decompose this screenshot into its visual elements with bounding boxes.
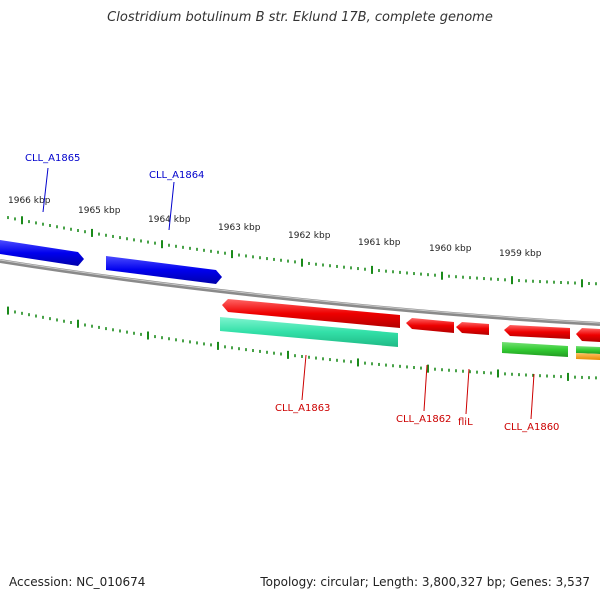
genome-backbone — [0, 259, 600, 326]
gene-label-fliL[interactable]: fliL — [458, 417, 473, 428]
gene-CLL_A1860[interactable] — [504, 325, 570, 339]
gene-partial-right[interactable] — [576, 328, 600, 342]
gene-feature-teal — [220, 317, 398, 347]
gene-CLL_A1865[interactable] — [0, 240, 84, 266]
gene-feature-green-right — [576, 346, 600, 354]
forward-tick-track — [7, 216, 597, 288]
leader-line — [301, 354, 307, 401]
kbp-label: 1964 kbp — [148, 215, 191, 225]
gene-label-CLL_A1860[interactable]: CLL_A1860 — [504, 422, 559, 433]
gene-CLL_A1862[interactable] — [406, 318, 454, 333]
gene-label-CLL_A1863[interactable]: CLL_A1863 — [275, 403, 330, 414]
kbp-label: 1965 kbp — [78, 206, 121, 216]
kbp-label: 1966 kbp — [8, 196, 51, 206]
kbp-label: 1963 kbp — [218, 223, 261, 233]
leader-line — [530, 373, 535, 420]
gene-feature-green — [502, 342, 568, 357]
leader-line — [465, 368, 470, 415]
kbp-labels: 1966 kbp 1965 kbp 1964 kbp 1963 kbp 1962… — [8, 196, 542, 259]
leader-line — [168, 181, 175, 231]
map-title: Clostridium botulinum B str. Eklund 17B,… — [107, 10, 493, 25]
accession-text: Accession: NC_010674 — [9, 575, 146, 589]
reverse-tick-track — [7, 306, 597, 381]
gene-fliL[interactable] — [456, 322, 489, 335]
kbp-label: 1962 kbp — [288, 231, 331, 241]
gene-label-CLL_A1862[interactable]: CLL_A1862 — [396, 414, 451, 425]
kbp-label: 1961 kbp — [358, 238, 401, 248]
kbp-label: 1959 kbp — [499, 249, 542, 259]
gene-CLL_A1864[interactable] — [106, 256, 222, 284]
gene-label-CLL_A1865[interactable]: CLL_A1865 — [25, 153, 80, 164]
leader-line — [42, 167, 49, 213]
leader-line — [423, 364, 428, 412]
gene-feature-orange-right — [576, 353, 600, 360]
kbp-label: 1960 kbp — [429, 244, 472, 254]
gene-CLL_A1863[interactable] — [222, 299, 400, 328]
genome-summary-text: Topology: circular; Length: 3,800,327 bp… — [260, 575, 590, 589]
gene-label-CLL_A1864[interactable]: CLL_A1864 — [149, 170, 204, 181]
